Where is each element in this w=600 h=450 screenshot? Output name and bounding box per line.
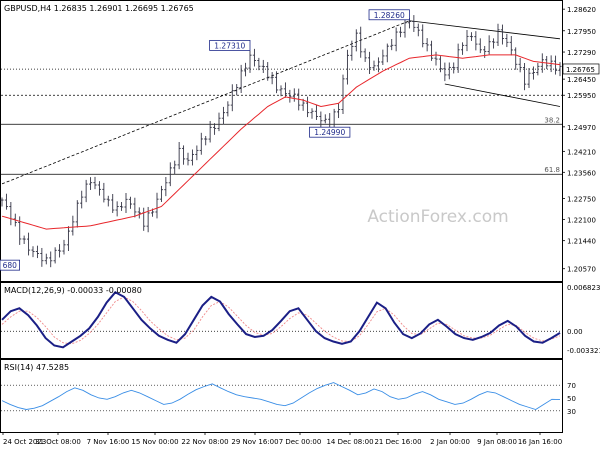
- price-ytick-label: 1.28620: [567, 6, 596, 14]
- x-tick-label: 29 Nov 16:00: [231, 438, 278, 446]
- macd-title: MACD(12,26,9) -0.00033 -0.00080: [4, 286, 142, 295]
- macd-ytick-label: -0.003321: [567, 347, 600, 355]
- price-ytick-label: 1.22100: [567, 216, 596, 224]
- price-axis: 1.28620 1.27950 1.27290 1.26450 1.25950 1.249…: [562, 6, 600, 274]
- rsi-axis: 70 50 30: [567, 382, 576, 416]
- annotation-label-2: 1.24990: [314, 128, 345, 137]
- moving-average: [1, 54, 561, 230]
- price-ytick-label: 1.24970: [567, 124, 596, 132]
- price-level-label-2: 38.2: [544, 116, 560, 124]
- price-ytick-label: 1.21440: [567, 238, 596, 246]
- price-ytick-label: 1.26450: [567, 76, 596, 84]
- macd-signal-line: [1, 296, 561, 345]
- x-tick-label: 21 Dec 16:00: [374, 438, 421, 446]
- annotation-box-1: [209, 39, 251, 51]
- trendline-2: [444, 83, 561, 107]
- annotation-box-0: [368, 9, 410, 21]
- x-tick-label: 31 Oct 08:00: [35, 438, 81, 446]
- rsi-ytick-label: 30: [567, 408, 576, 416]
- rsi-line: [1, 382, 561, 410]
- x-tick-label: 2 Jan 00:00: [430, 438, 470, 446]
- ma-line: [1, 54, 561, 230]
- macd-ytick-label: 0.006823: [567, 284, 600, 292]
- annotation-label-1: 1.27310: [214, 41, 245, 50]
- x-tick-label: 15 Nov 00:00: [131, 438, 178, 446]
- x-tick-label: 14 Dec 08:00: [326, 438, 373, 446]
- price-ytick-label: 1.20570: [567, 266, 596, 274]
- price-annotations: 1.28260 1.27310 1.24990 680: [0, 9, 410, 271]
- x-tick-label: 7 Dec 00:00: [279, 438, 322, 446]
- price-series: [0, 15, 562, 268]
- x-tick-label: 7 Nov 16:00: [87, 438, 130, 446]
- price-ytick-label: 1.22750: [567, 195, 596, 203]
- trendlines: [1, 20, 561, 185]
- price-ytick-label: 1.27950: [567, 28, 596, 36]
- annotation-box-2: [309, 126, 351, 138]
- macd-line: [1, 291, 561, 349]
- annotation-label-3: 680: [3, 261, 18, 270]
- price-ytick-label: 1.27290: [567, 49, 596, 57]
- rsi-series: [1, 382, 562, 412]
- price-levels: 38.2 61.8: [1, 68, 562, 175]
- price-panel-frame: [0, 0, 563, 282]
- rsi-title: RSI(14) 47.5285: [4, 363, 69, 372]
- price-level-label-3: 61.8: [544, 166, 560, 174]
- price-ytick-label: 1.23560: [567, 169, 596, 177]
- x-tick-label: 16 Jan 16:00: [518, 438, 562, 446]
- macd-series: [1, 291, 562, 349]
- price-ytick-label: 1.25950: [567, 92, 596, 100]
- price-ytick-label: 1.24210: [567, 148, 596, 156]
- x-tick-label: 9 Jan 08:00: [477, 438, 517, 446]
- trendline-0: [1, 20, 410, 185]
- price-title: GBPUSD,H4 1.26835 1.26901 1.26695 1.2676…: [4, 4, 194, 13]
- x-tick-label: 24 Oct 2023: [3, 438, 46, 446]
- x-tick-label: 22 Nov 08:00: [181, 438, 228, 446]
- macd-axis: 0.006823 0.00 -0.003321: [567, 284, 600, 355]
- rsi-ytick-label: 70: [567, 382, 576, 390]
- macd-ytick-label: 0.00: [567, 328, 583, 336]
- last-price-label: 1.26765: [566, 66, 595, 74]
- watermark: ActionForex.com: [367, 207, 508, 227]
- rsi-ytick-label: 50: [567, 395, 576, 403]
- annotation-label-0: 1.28260: [374, 11, 405, 20]
- trendline-1: [409, 20, 561, 40]
- last-price-box: [562, 63, 600, 75]
- rsi-panel-frame: [0, 359, 563, 433]
- annotation-box-3: [0, 259, 21, 271]
